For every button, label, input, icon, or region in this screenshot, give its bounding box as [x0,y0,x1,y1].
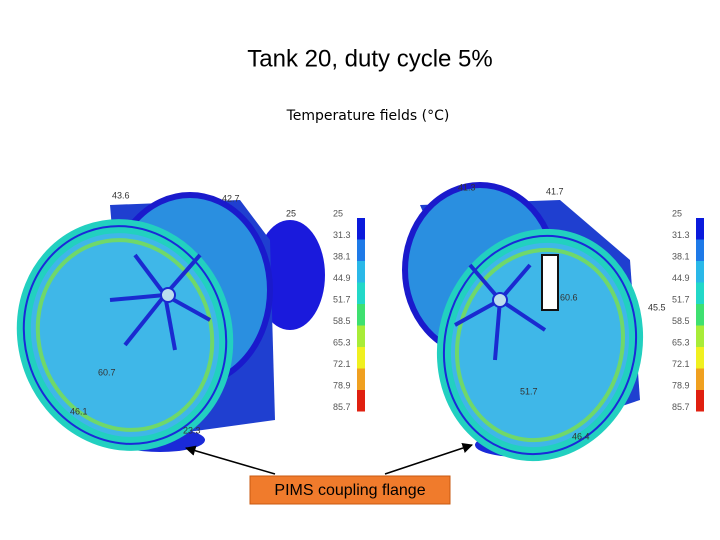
legend-label: 72.1 [672,359,690,369]
view-annotation: 51.7 [520,386,538,396]
legend-swatch [357,239,365,261]
legend-swatch [696,304,704,326]
view-annotation: 41.7 [546,186,564,196]
slide-subtitle: Temperature fields (°C) [286,108,450,124]
legend-swatch [696,261,704,283]
legend-swatch [357,261,365,283]
view-annotation: 46.4 [572,431,590,441]
legend-swatch [357,218,365,240]
legend-swatch [696,239,704,261]
legend-label: 85.7 [672,402,690,412]
legend-label: 72.1 [333,359,351,369]
left-tank-image [16,192,325,452]
view-annotation: 46.1 [70,406,88,416]
view-annotation: 25 [286,208,296,218]
legend-swatch [357,347,365,369]
callout-box [249,475,451,505]
legend-label: 38.1 [672,251,690,261]
legend-label: 31.3 [672,230,690,240]
legend-label: 58.5 [333,316,351,326]
view-annotation: 45.5 [648,302,666,312]
legend-label: 65.3 [672,337,690,347]
legend-label: 65.3 [333,337,351,347]
legend-label: 38.1 [333,251,351,261]
legend-swatch [357,390,365,412]
legend-swatch [696,390,704,412]
view-annotation: 60.7 [98,367,116,377]
legend-label: 58.5 [672,316,690,326]
view-annotation: 43.6 [112,190,130,200]
legend-label: 78.9 [333,380,351,390]
view-annotation: 23.3 [183,425,201,435]
legend-label: 51.7 [672,294,690,304]
view-annotation: 60.6 [560,292,578,302]
legend-label: 44.9 [672,273,690,283]
legend-swatch [696,218,704,240]
legend-label: 25 [672,208,682,218]
legend-label: 85.7 [333,402,351,412]
callout-label: PIMS coupling flange [274,482,425,499]
view-annotation: 41.3 [458,182,476,192]
legend-label: 25 [333,208,343,218]
view-annotation: 42.7 [222,193,240,203]
legend-label: 51.7 [333,294,351,304]
legend-swatch [357,325,365,347]
legend-label: 31.3 [333,230,351,240]
legend-swatch [357,304,365,326]
arrow [184,445,276,475]
arrow [384,443,473,475]
legend-swatch [696,368,704,390]
right-tank-image [402,182,644,462]
legend-swatch [357,282,365,304]
legend-swatch [696,282,704,304]
legend-label: 44.9 [333,273,351,283]
slide-title: Tank 20, duty cycle 5% [247,45,492,72]
legend-swatch [357,368,365,390]
legend-swatch [696,325,704,347]
legend-label: 78.9 [672,380,690,390]
legend-swatch [696,347,704,369]
